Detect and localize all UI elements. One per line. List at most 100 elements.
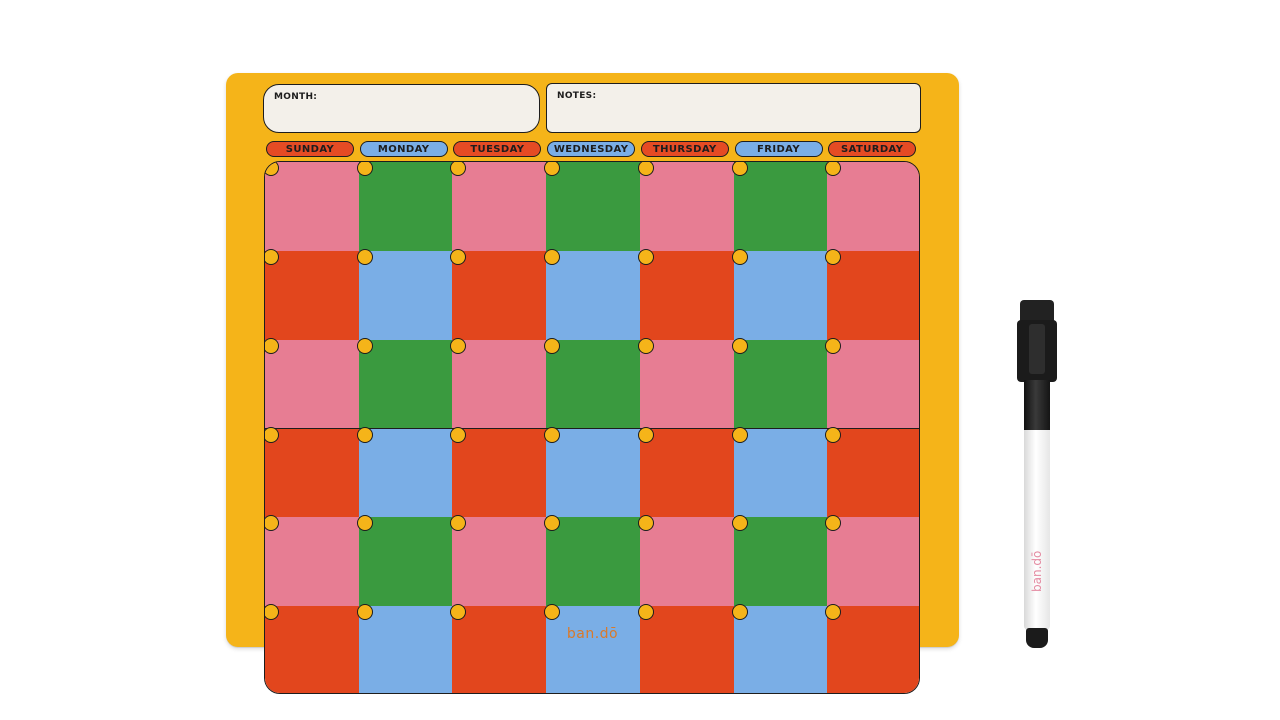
day-cell xyxy=(546,250,641,341)
day-cell xyxy=(546,428,641,519)
day-cell xyxy=(358,428,454,519)
marker-band xyxy=(1024,380,1050,430)
day-cell xyxy=(639,606,735,693)
date-dot xyxy=(825,515,842,532)
weekday-sunday: SUNDAY xyxy=(266,141,354,157)
day-cell xyxy=(733,339,829,430)
day-cell xyxy=(452,339,548,430)
date-dot xyxy=(731,515,748,532)
weekday-wednesday: WEDNESDAY xyxy=(547,141,636,157)
day-cell xyxy=(452,517,548,608)
marker-clip xyxy=(1029,324,1045,374)
weekday-thursday: THURSDAY xyxy=(640,141,729,157)
date-dot xyxy=(356,248,373,265)
day-cell xyxy=(639,339,735,430)
day-cell xyxy=(733,517,829,608)
weekday-tuesday: TUESDAY xyxy=(453,141,542,157)
notes-label: NOTES: xyxy=(557,91,597,101)
date-dot xyxy=(637,162,654,176)
date-dot xyxy=(637,604,654,621)
weekday-saturday: SATURDAY xyxy=(828,141,917,157)
day-cell xyxy=(827,250,919,341)
date-dot xyxy=(637,248,654,265)
day-cell xyxy=(733,250,829,341)
date-dot xyxy=(450,426,467,443)
calendar-board: MONTH: NOTES: SUNDAY MONDAY TUESDAY WEDNESD… xyxy=(226,73,959,694)
day-cell xyxy=(452,162,548,252)
day-cell xyxy=(452,428,548,519)
date-dot xyxy=(265,337,279,354)
day-cell xyxy=(546,517,641,608)
day-cell xyxy=(265,517,360,608)
day-cell xyxy=(358,162,454,252)
day-cell xyxy=(265,428,360,519)
day-cell xyxy=(639,162,735,252)
month-label: MONTH: xyxy=(274,92,318,102)
day-cell xyxy=(639,428,735,519)
date-dot xyxy=(265,604,279,621)
date-dot xyxy=(265,248,279,265)
date-dot xyxy=(265,162,279,176)
date-dot xyxy=(731,248,748,265)
day-cell xyxy=(639,517,735,608)
day-cell xyxy=(827,162,919,252)
date-dot xyxy=(265,515,279,532)
weekday-header: SUNDAY MONDAY TUESDAY WEDNESDAY THURSDAY FRID… xyxy=(266,141,918,157)
day-cell xyxy=(733,606,829,693)
day-cell xyxy=(546,339,641,430)
day-cell xyxy=(452,606,548,693)
date-dot xyxy=(637,515,654,532)
day-cell xyxy=(827,339,919,430)
marker-brand-logo: ban.dō xyxy=(1030,550,1044,592)
day-cell xyxy=(546,162,641,252)
board-brand-logo: ban.dō xyxy=(566,626,619,642)
date-dot xyxy=(825,604,842,621)
date-dot xyxy=(450,604,467,621)
day-cell xyxy=(358,606,454,693)
date-dot xyxy=(731,426,748,443)
notes-field: NOTES: xyxy=(546,83,921,133)
day-cell xyxy=(358,339,454,430)
day-cell xyxy=(358,250,454,341)
weekday-friday: FRIDAY xyxy=(734,141,823,157)
date-dot xyxy=(731,604,748,621)
marker-end-cap xyxy=(1026,628,1048,648)
date-dot xyxy=(825,162,842,176)
date-dot xyxy=(356,337,373,354)
date-dot xyxy=(825,337,842,354)
day-cell xyxy=(827,428,919,519)
day-cell xyxy=(827,517,919,608)
date-dot xyxy=(731,337,748,354)
date-dot xyxy=(544,515,561,532)
day-cell xyxy=(265,250,360,341)
date-dot xyxy=(450,248,467,265)
date-dot xyxy=(544,604,561,621)
day-cell xyxy=(452,250,548,341)
date-dot xyxy=(265,426,279,443)
day-cell xyxy=(265,162,360,252)
date-dot xyxy=(637,426,654,443)
date-dot xyxy=(544,426,561,443)
date-dot xyxy=(731,162,748,176)
day-cell xyxy=(546,606,641,693)
date-dot xyxy=(356,515,373,532)
date-dot xyxy=(356,162,373,176)
day-cell xyxy=(358,517,454,608)
day-cell xyxy=(639,250,735,341)
date-dot xyxy=(825,248,842,265)
dry-erase-marker: ban.dō xyxy=(1017,300,1061,650)
date-dot xyxy=(544,162,561,176)
month-field: MONTH: xyxy=(263,84,540,133)
date-dot xyxy=(450,515,467,532)
day-cell xyxy=(827,606,919,693)
date-dot xyxy=(356,426,373,443)
date-dot xyxy=(450,337,467,354)
date-dot xyxy=(825,426,842,443)
date-dot xyxy=(450,162,467,176)
day-cell xyxy=(265,339,360,430)
weekday-monday: MONDAY xyxy=(359,141,448,157)
marker-cap-top xyxy=(1020,300,1054,322)
date-dot xyxy=(356,604,373,621)
day-cell xyxy=(733,428,829,519)
